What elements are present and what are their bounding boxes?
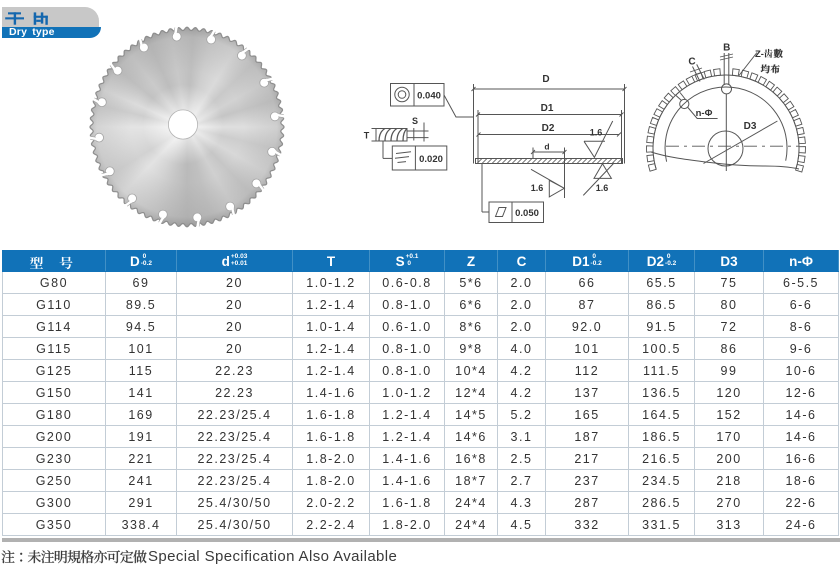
svg-text:S: S (412, 116, 418, 126)
svg-text:n-Φ: n-Φ (696, 108, 713, 119)
svg-text:B: B (723, 43, 730, 54)
svg-text:0.020: 0.020 (419, 154, 443, 165)
svg-text:1.6: 1.6 (531, 183, 544, 193)
svg-text:C: C (688, 57, 695, 68)
svg-text:0.050: 0.050 (515, 208, 539, 219)
svg-text:D1: D1 (541, 103, 554, 114)
svg-text:1.6: 1.6 (596, 183, 609, 193)
svg-text:d: d (544, 142, 549, 152)
svg-text:T: T (364, 131, 370, 141)
svg-text:D3: D3 (744, 121, 757, 132)
svg-text:D2: D2 (542, 123, 555, 134)
svg-text:D: D (542, 74, 549, 85)
svg-text:1.6: 1.6 (590, 128, 603, 138)
svg-text:0.040: 0.040 (417, 91, 441, 102)
